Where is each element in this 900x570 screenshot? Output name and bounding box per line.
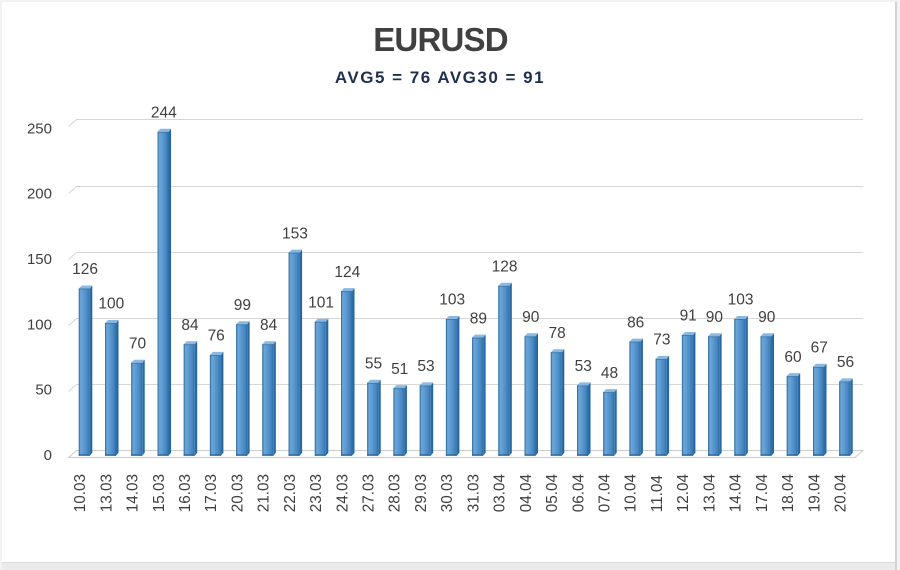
svg-text:24.03: 24.03 (334, 474, 351, 512)
svg-text:200: 200 (27, 186, 52, 203)
svg-text:20.03: 20.03 (229, 474, 246, 512)
svg-text:124: 124 (334, 264, 360, 281)
svg-text:89: 89 (470, 310, 487, 327)
svg-text:100: 100 (27, 316, 52, 333)
svg-text:101: 101 (308, 294, 334, 311)
svg-text:04.04: 04.04 (518, 474, 535, 513)
svg-text:28.03: 28.03 (387, 474, 404, 512)
svg-text:153: 153 (282, 225, 308, 242)
svg-text:128: 128 (492, 259, 518, 276)
svg-text:84: 84 (260, 317, 278, 334)
svg-text:14.03: 14.03 (125, 474, 142, 512)
svg-text:244: 244 (151, 105, 177, 122)
svg-text:30.03: 30.03 (439, 474, 456, 512)
svg-text:19.04: 19.04 (806, 474, 823, 513)
svg-text:78: 78 (548, 325, 565, 342)
svg-text:90: 90 (758, 309, 776, 326)
svg-text:22.03: 22.03 (282, 474, 299, 512)
svg-text:99: 99 (234, 297, 251, 314)
svg-text:48: 48 (601, 365, 618, 382)
svg-text:0: 0 (44, 447, 52, 464)
svg-text:90: 90 (706, 309, 724, 326)
svg-text:103: 103 (728, 292, 754, 309)
svg-text:15.03: 15.03 (151, 474, 168, 512)
svg-text:70: 70 (129, 336, 147, 353)
svg-text:91: 91 (680, 308, 697, 325)
svg-text:27.03: 27.03 (361, 474, 378, 512)
svg-text:31.03: 31.03 (465, 474, 482, 512)
svg-text:55: 55 (365, 356, 382, 373)
svg-text:12.04: 12.04 (675, 474, 692, 513)
svg-text:126: 126 (72, 261, 98, 278)
svg-text:06.04: 06.04 (570, 474, 587, 513)
svg-text:EURUSD: EURUSD (373, 21, 508, 58)
svg-text:16.03: 16.03 (177, 474, 194, 512)
svg-text:53: 53 (417, 358, 434, 375)
svg-text:90: 90 (522, 309, 540, 326)
svg-text:23.03: 23.03 (308, 474, 325, 512)
svg-text:17.03: 17.03 (203, 474, 220, 512)
svg-text:20.04: 20.04 (833, 474, 850, 513)
svg-text:10.03: 10.03 (72, 474, 89, 512)
svg-text:29.03: 29.03 (413, 474, 430, 512)
svg-text:60: 60 (784, 349, 802, 366)
svg-text:11.04: 11.04 (649, 475, 666, 513)
svg-text:67: 67 (811, 340, 828, 357)
svg-text:84: 84 (181, 317, 199, 334)
svg-text:14.04: 14.04 (728, 474, 745, 513)
svg-text:AVG5 = 76 AVG30 = 91: AVG5 = 76 AVG30 = 91 (335, 68, 545, 87)
svg-text:03.04: 03.04 (492, 474, 509, 513)
svg-text:13.03: 13.03 (98, 474, 115, 512)
svg-text:76: 76 (208, 328, 225, 345)
svg-text:53: 53 (575, 358, 592, 375)
svg-text:05.04: 05.04 (544, 474, 561, 513)
svg-text:07.04: 07.04 (597, 474, 614, 513)
svg-text:250: 250 (27, 120, 52, 137)
svg-text:50: 50 (35, 382, 52, 399)
svg-text:73: 73 (653, 332, 670, 349)
svg-text:10.04: 10.04 (623, 474, 640, 513)
svg-text:103: 103 (439, 292, 465, 309)
svg-text:18.04: 18.04 (780, 474, 797, 513)
svg-text:21.03: 21.03 (256, 474, 273, 512)
svg-text:17.04: 17.04 (754, 474, 771, 513)
svg-text:13.04: 13.04 (701, 474, 718, 513)
svg-text:51: 51 (391, 361, 408, 378)
svg-text:100: 100 (98, 296, 124, 313)
svg-text:56: 56 (837, 354, 854, 371)
svg-text:150: 150 (27, 251, 52, 268)
svg-text:86: 86 (627, 314, 644, 331)
